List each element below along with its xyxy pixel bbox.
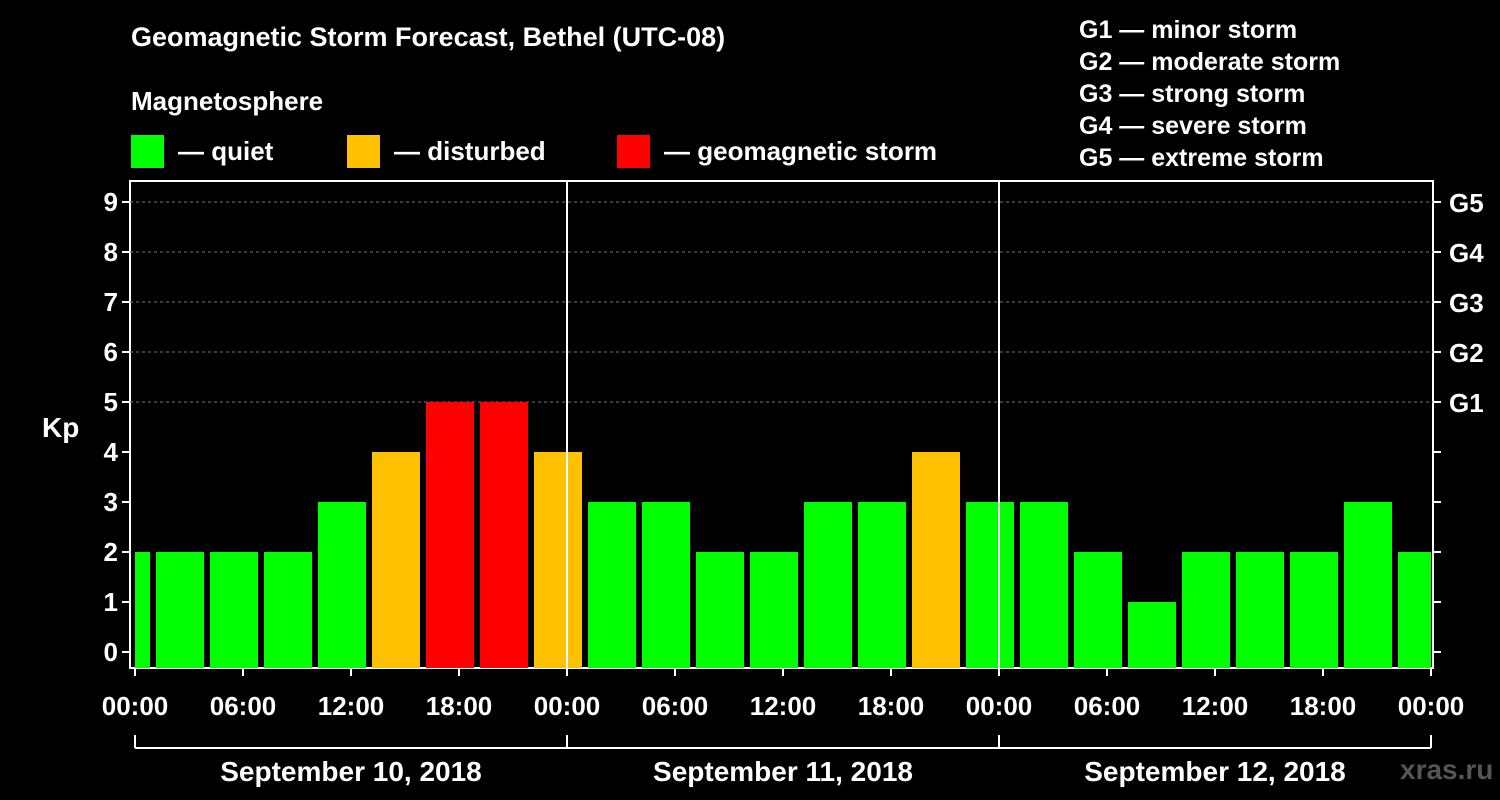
kp-bar [426,402,474,668]
x-tick-label: 06:00 [210,691,277,721]
day-label: September 11, 2018 [653,756,913,787]
legend-heading: Magnetosphere [131,86,324,116]
g-level-label: G4 [1449,238,1484,268]
g-scale-list: G1 — minor storm G2 — moderate storm G3 … [1079,14,1340,174]
kp-bar [372,452,420,668]
kp-bar [912,452,960,668]
x-tick-label: 18:00 [858,691,925,721]
y-tick-label: 3 [104,487,118,517]
y-tick-label: 0 [104,637,118,667]
kp-bar [1020,502,1068,668]
y-tick-label: 7 [104,287,118,317]
kp-bar [750,552,798,668]
watermark: xras.ru [1400,754,1494,785]
kp-bar [318,502,366,668]
kp-bar [1344,502,1392,668]
kp-bar [588,502,636,668]
kp-bar [858,502,906,668]
chart-title: Geomagnetic Storm Forecast, Bethel (UTC-… [131,22,726,52]
y-tick-label: 4 [104,437,119,467]
g-level-label: G3 [1449,288,1484,318]
kp-bar [1398,552,1431,668]
y-tick-label: 5 [104,387,118,417]
y-tick-label: 1 [104,587,118,617]
legend-quiet: — quiet [131,134,273,168]
x-tick-label: 12:00 [318,691,385,721]
y-tick-label: 2 [104,537,118,567]
kp-bar [156,552,204,668]
x-tick-label: 00:00 [966,691,1033,721]
day-label: September 12, 2018 [1084,756,1346,787]
g-level-label: G5 [1449,188,1484,218]
x-tick-label: 06:00 [1074,691,1141,721]
y-tick-label: 6 [104,337,118,367]
y-tick-label: 8 [104,237,118,267]
g-scale-item-g5: G5 — extreme storm [1079,144,1324,172]
x-tick-label: 18:00 [1290,691,1357,721]
g-level-label: G2 [1449,338,1484,368]
kp-bar [210,552,258,668]
kp-bar [642,502,690,668]
g-scale-item-g4: G4 — severe storm [1079,112,1307,140]
x-tick-label: 12:00 [750,691,817,721]
kp-bar [1236,552,1284,668]
g-scale-item-g1: G1 — minor storm [1079,16,1298,44]
kp-bar [966,502,1014,668]
storm-swatch [617,134,650,168]
legend-storm: — geomagnetic storm [617,134,937,168]
kp-bar [534,452,582,668]
kp-bar [696,552,744,668]
day-label: September 10, 2018 [220,756,482,787]
y-axis-label: Kp [42,412,80,443]
legend-disturbed-label: — disturbed [394,135,546,166]
kp-bar [1128,602,1176,668]
kp-bar [264,552,312,668]
legend-quiet-label: — quiet [178,135,274,166]
y-tick-label: 9 [104,187,118,217]
kp-bar [480,402,528,668]
x-tick-label: 00:00 [534,691,601,721]
quiet-swatch [131,134,164,168]
x-tick-label: 18:00 [426,691,493,721]
x-tick-label: 12:00 [1182,691,1249,721]
kp-bar [804,502,852,668]
g-level-label: G1 [1449,388,1484,418]
kp-bar [1290,552,1338,668]
legend-storm-label: — geomagnetic storm [664,135,938,166]
x-tick-label: 06:00 [642,691,709,721]
kp-bar [1182,552,1230,668]
x-tick-label: 00:00 [102,691,169,721]
g-scale-item-g2: G2 — moderate storm [1079,48,1341,76]
legend-disturbed: — disturbed [347,134,546,168]
kp-bar [135,552,150,668]
kp-bar [1074,552,1122,668]
g-scale-item-g3: G3 — strong storm [1079,80,1306,108]
x-tick-label: 00:00 [1398,691,1465,721]
disturbed-swatch [347,134,380,168]
